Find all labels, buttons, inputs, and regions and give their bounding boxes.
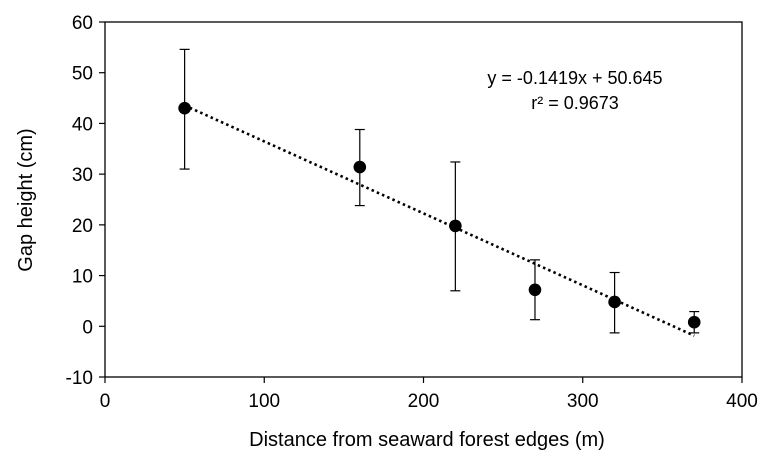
x-axis: 0 100 200 300 400 xyxy=(100,377,758,412)
data-point xyxy=(608,295,621,309)
y-tick-label: 10 xyxy=(72,267,93,288)
data-point xyxy=(353,160,367,174)
data-points xyxy=(178,101,701,329)
y-tick-label: 0 xyxy=(82,317,93,338)
y-tick-label: 30 xyxy=(72,165,93,186)
data-point xyxy=(687,315,701,329)
x-axis-title: Distance from seaward forest edges (m) xyxy=(249,429,605,451)
y-tick-label: -10 xyxy=(66,368,93,389)
y-tick-label: 40 xyxy=(72,114,93,135)
trendline-group xyxy=(184,104,695,337)
trendline xyxy=(184,104,695,337)
y-tick-label: 20 xyxy=(72,216,93,237)
error-bars xyxy=(179,48,700,334)
data-point xyxy=(449,219,462,233)
x-tick-label: 300 xyxy=(567,391,599,412)
y-axis: -10 0 10 20 30 40 50 60 xyxy=(66,13,105,389)
x-tick-label: 0 xyxy=(100,391,111,412)
y-axis-title: Gap height (cm) xyxy=(15,128,37,271)
trendline-equation: y = -0.1419x + 50.645 xyxy=(487,68,662,88)
y-tick-label: 60 xyxy=(72,13,93,34)
x-tick-label: 400 xyxy=(726,391,758,412)
x-tick-label: 100 xyxy=(248,391,280,412)
r-squared-label: r² = 0.9673 xyxy=(531,93,619,113)
data-point xyxy=(178,101,191,115)
x-tick-label: 200 xyxy=(408,391,440,412)
data-point xyxy=(528,283,542,297)
y-tick-label: 50 xyxy=(72,64,93,85)
